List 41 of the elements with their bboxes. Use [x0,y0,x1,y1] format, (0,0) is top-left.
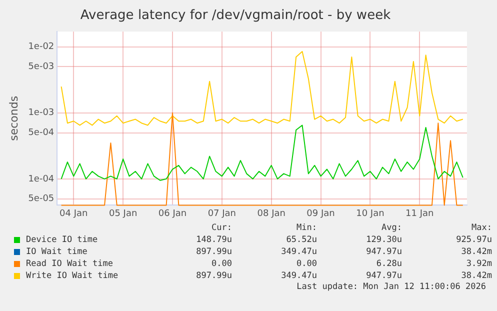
y-axis-title: seconds [7,96,20,141]
text: Max: [470,222,492,234]
text: 349.47u [280,270,317,282]
text: 0.00 [210,258,232,270]
legend-label: Device IO time [26,234,98,246]
x-tick-label: 08 Jan [257,208,286,219]
y-tick-label: 1e-04 [28,174,54,184]
text: 6.28u [375,258,402,270]
text: 148.79u [195,234,232,246]
legend-label: IO Wait time [26,246,88,258]
text: Last update: Mon Jan 12 11:00:06 2026 [296,282,487,292]
legend-label: Write IO Wait time [26,270,118,282]
text: 349.47u [280,246,317,258]
text: Min: [296,222,317,234]
y-tick-label: 5e-04 [28,128,54,138]
text: 38.42m [460,246,492,258]
x-tick-label: 10 Jan [356,208,384,219]
y-tick-label: 1e-02 [28,42,54,52]
y-tick-label: 5e-03 [28,62,54,72]
x-tick-label: 07 Jan [208,208,236,219]
text: 129.30u [365,234,402,246]
text: 897.99u [195,246,232,258]
y-tick-label: 5e-05 [28,194,54,204]
x-tick-label: 04 Jan [60,208,88,219]
text: 3.92m [465,258,492,270]
x-tick-label: 11 Jan [406,208,434,219]
text: Cur: [210,222,232,234]
text: 38.42m [460,270,492,282]
x-tick-label: 09 Jan [306,208,335,219]
chart-title: Average latency for /dev/vgmain/root - by week [80,8,392,24]
text: 947.97u [365,270,402,282]
text: 925.97u [455,234,492,246]
x-tick-label: 05 Jan [108,208,138,219]
text: Avg: [380,222,402,234]
x-tick-label: 06 Jan [158,208,187,219]
text: 897.99u [195,270,232,282]
text: 947.97u [365,246,402,258]
text: 0.00 [296,258,317,270]
legend-label: Read IO Wait time [26,258,113,270]
y-tick-label: 1e-03 [28,108,54,118]
text: 65.52u [285,234,317,246]
